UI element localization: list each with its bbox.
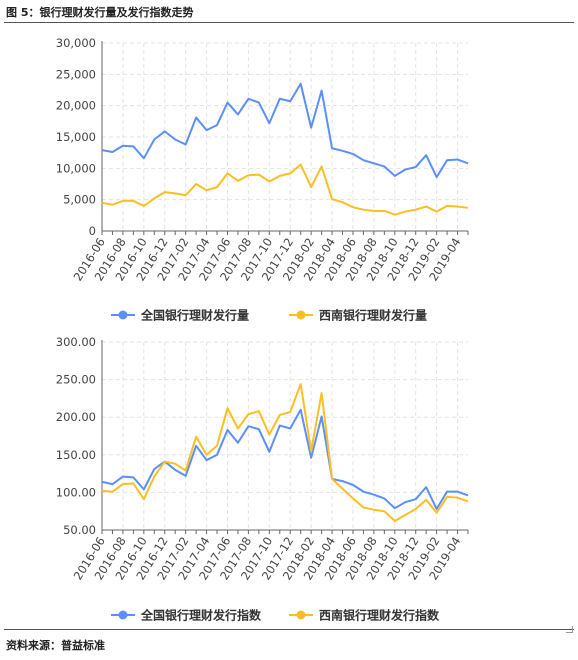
legend-marker	[118, 610, 128, 620]
legend-marker	[118, 310, 128, 320]
y-tick-label: 0	[89, 224, 96, 238]
legend-label: 全国银行理财发行指数	[140, 608, 262, 623]
index-chart: 50.00100.00150.00200.00250.00300.002016-…	[56, 335, 469, 623]
y-tick-label: 10,000	[56, 161, 96, 175]
top-divider	[4, 22, 574, 23]
y-tick-label: 50.00	[63, 523, 96, 537]
y-tick-label: 20,000	[56, 99, 96, 113]
volume-chart: 05,00010,00015,00020,00025,00030,0002016…	[56, 36, 469, 323]
series-line-southwest	[101, 163, 469, 216]
legend-item-southwest: 西南银行理财发行指数	[289, 608, 440, 623]
corner-mark	[566, 626, 573, 633]
legend-item-southwest: 西南银行理财发行量	[289, 308, 427, 323]
series-line-national	[101, 408, 469, 510]
source-note: 资料来源：普益标准	[6, 639, 105, 652]
y-tick-label: 25,000	[56, 67, 96, 81]
y-tick-label: 100.00	[56, 485, 96, 499]
legend-label: 西南银行理财发行量	[319, 308, 427, 323]
y-tick-label: 15,000	[56, 130, 96, 144]
legend-label: 全国银行理财发行量	[140, 308, 249, 323]
figure-title: 图 5：银行理财发行量及发行指数走势	[6, 6, 194, 19]
series-line-national	[101, 82, 469, 179]
legend-item-national: 全国银行理财发行量	[111, 308, 249, 323]
bottom-divider	[4, 629, 574, 630]
legend-marker	[296, 310, 306, 320]
y-tick-label: 300.00	[56, 335, 96, 349]
y-tick-label: 200.00	[56, 410, 96, 424]
legend-marker	[296, 610, 306, 620]
legend-label: 西南银行理财发行指数	[319, 608, 440, 623]
y-tick-label: 5,000	[63, 193, 96, 207]
y-tick-label: 250.00	[56, 373, 96, 387]
legend-item-national: 全国银行理财发行指数	[111, 608, 262, 623]
y-tick-label: 30,000	[56, 36, 96, 50]
series-line-southwest	[101, 383, 469, 522]
y-tick-label: 150.00	[56, 448, 96, 462]
